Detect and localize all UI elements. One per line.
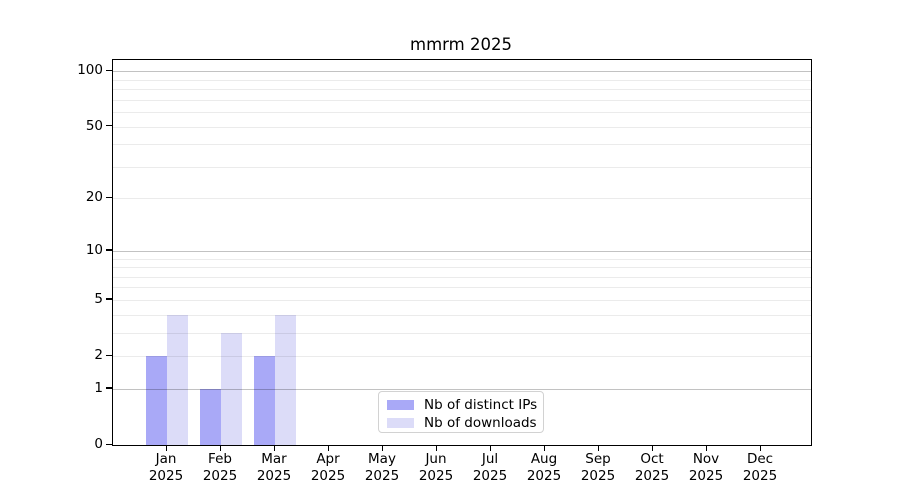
bar-ips-feb [200,388,221,445]
legend-item-distinct-ips: Nb of distinct IPs [387,397,543,413]
x-tick-label: Aug 2025 [526,451,562,484]
y-tick-mark [105,196,112,199]
gridline-minor [113,299,811,301]
gridline-minor [113,89,811,91]
legend-label-downloads: Nb of downloads [424,415,537,431]
gridline-minor [113,99,811,101]
gridline-minor [113,144,811,146]
x-tick-label: Jan 2025 [148,451,184,484]
x-tick-mark [219,445,221,452]
y-tick-label: 2 [94,347,103,363]
x-tick-label: Mar 2025 [256,451,292,484]
x-tick-label: Jun 2025 [418,451,454,484]
x-tick-mark [597,445,599,452]
legend-swatch-downloads [387,418,414,428]
bar-downloads-jan [167,314,188,445]
x-tick-label: Dec 2025 [742,451,778,484]
x-tick-label: Nov 2025 [688,451,724,484]
bar-downloads-mar [275,314,296,445]
y-tick-mark [105,69,112,71]
x-tick-mark [489,445,491,452]
y-tick-mark [105,387,112,389]
y-tick-mark [105,125,112,127]
gridline-minor [113,314,811,316]
gridline-minor [113,276,811,278]
legend: Nb of distinct IPs Nb of downloads [378,391,544,433]
x-tick-label: Apr 2025 [310,451,346,484]
y-tick-label: 50 [85,117,103,134]
y-tick-mark [105,443,112,445]
gridline-major [113,388,811,390]
gridline-minor [113,166,811,168]
x-tick-mark [435,445,437,452]
x-tick-label: May 2025 [364,451,400,484]
gridline-minor [113,198,811,200]
x-tick-mark [381,445,383,452]
gridline-minor [113,258,811,260]
x-tick-mark [651,445,653,452]
bar-ips-jan [146,356,167,445]
gridline-minor [113,332,811,334]
x-tick-mark [543,445,545,452]
x-tick-mark [705,445,707,452]
gridline-minor [113,287,811,289]
legend-label-distinct-ips: Nb of distinct IPs [424,397,538,413]
bar-downloads-feb [221,332,242,445]
x-tick-mark [165,445,167,452]
legend-item-downloads: Nb of downloads [387,415,543,431]
x-tick-mark [273,445,275,452]
gridline-minor [113,79,811,81]
y-tick-label: 1 [94,379,103,396]
y-tick-label: 20 [85,189,103,206]
gridline-major [113,71,811,73]
y-tick-mark [105,298,112,300]
y-tick-label: 0 [94,436,103,452]
x-tick-label: Sep 2025 [580,451,616,484]
gridline-minor [113,126,811,128]
gridline-minor [113,267,811,268]
y-tick-mark [105,354,112,356]
x-tick-label: Feb 2025 [202,451,238,484]
x-tick-mark [327,445,329,452]
bar-ips-mar [254,356,275,445]
y-tick-label: 10 [85,241,103,258]
y-tick-label: 100 [77,62,103,79]
plot-area [112,59,812,446]
gridline-major [113,250,811,252]
chart-title: mmrm 2025 [410,35,512,54]
y-tick-label: 5 [94,290,103,307]
x-tick-label: Oct 2025 [634,451,670,484]
x-tick-mark [759,445,761,452]
x-tick-label: Jul 2025 [472,451,508,484]
legend-swatch-distinct-ips [387,400,414,410]
gridline-minor [113,356,811,357]
y-tick-mark [105,249,112,251]
gridline-minor [113,112,811,114]
